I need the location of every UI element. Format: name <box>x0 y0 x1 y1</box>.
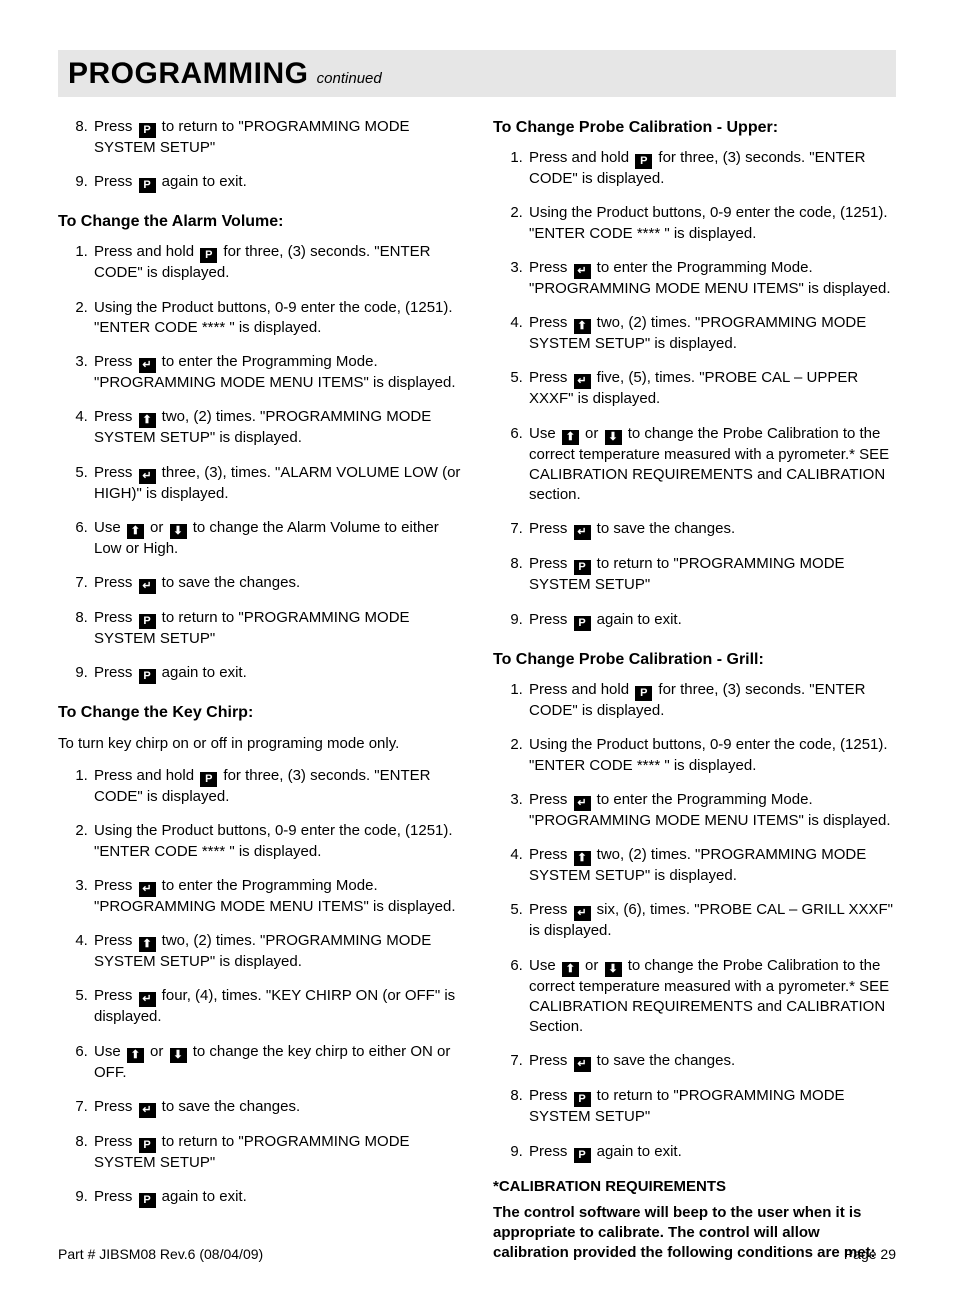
list-item: Using the Product buttons, 0-9 enter the… <box>527 203 896 244</box>
list-item: Press P to return to "PROGRAMMING MODE S… <box>92 117 461 158</box>
list-item: Press ⬆ two, (2) times. "PROGRAMMING MOD… <box>527 845 896 886</box>
P-icon: P <box>635 686 652 701</box>
enter-icon: ↵ <box>574 374 591 389</box>
enter-icon: ↵ <box>574 906 591 921</box>
list-item: Press ↵ four, (4), times. "KEY CHIRP ON … <box>92 986 461 1027</box>
footer-right: Page 29 <box>844 1245 896 1264</box>
list-item: Press P to return to "PROGRAMMING MODE S… <box>527 554 896 595</box>
up-icon: ⬆ <box>562 430 579 445</box>
P-icon: P <box>139 1193 156 1208</box>
heading-grill: To Change Probe Calibration - Grill: <box>493 649 896 671</box>
footer: Part # JIBSM08 Rev.6 (08/04/09) Page 29 <box>58 1245 896 1264</box>
heading-alarm: To Change the Alarm Volume: <box>58 211 461 233</box>
list-item: Press P again to exit. <box>527 1142 896 1163</box>
enter-icon: ↵ <box>574 796 591 811</box>
title-main: PROGRAMMING <box>68 57 309 90</box>
col-left: Press P to return to "PROGRAMMING MODE S… <box>58 117 461 1264</box>
P-icon: P <box>200 772 217 787</box>
page: PROGRAMMING continued Press P to return … <box>0 0 954 1304</box>
P-icon: P <box>574 1092 591 1107</box>
list-item: Use ⬆ or ⬇ to change the key chirp to ei… <box>92 1042 461 1083</box>
list-item: Press P again to exit. <box>527 610 896 631</box>
P-icon: P <box>139 1138 156 1153</box>
enter-icon: ↵ <box>139 469 156 484</box>
list-item: Press ↵ to save the changes. <box>92 1097 461 1118</box>
title-continued: continued <box>317 70 382 87</box>
list-item: Press P again to exit. <box>92 663 461 684</box>
down-icon: ⬇ <box>170 1048 187 1063</box>
up-icon: ⬆ <box>127 1048 144 1063</box>
list-item: Press P again to exit. <box>92 172 461 193</box>
enter-icon: ↵ <box>139 992 156 1007</box>
P-icon: P <box>139 178 156 193</box>
list-item: Press P to return to "PROGRAMMING MODE S… <box>92 608 461 649</box>
enter-icon: ↵ <box>139 1103 156 1118</box>
list-item: Use ⬆ or ⬇ to change the Alarm Volume to… <box>92 518 461 559</box>
col-right: To Change Probe Calibration - Upper: Pre… <box>493 117 896 1264</box>
list-item: Press ⬆ two, (2) times. "PROGRAMMING MOD… <box>92 931 461 972</box>
up-icon: ⬆ <box>127 524 144 539</box>
list-item: Press P to return to "PROGRAMMING MODE S… <box>92 1132 461 1173</box>
list-item: Press ↵ to enter the Programming Mode. "… <box>92 876 461 917</box>
down-icon: ⬇ <box>605 430 622 445</box>
list-item: Press ↵ to save the changes. <box>527 519 896 540</box>
list-item: Press and hold P for three, (3) seconds.… <box>527 148 896 189</box>
up-icon: ⬆ <box>562 962 579 977</box>
P-icon: P <box>139 614 156 629</box>
list-item: Press ↵ to save the changes. <box>527 1051 896 1072</box>
list-item: Press and hold P for three, (3) seconds.… <box>92 242 461 283</box>
up-icon: ⬆ <box>139 413 156 428</box>
list-item: Press ⬆ two, (2) times. "PROGRAMMING MOD… <box>527 313 896 354</box>
toplist: Press P to return to "PROGRAMMING MODE S… <box>58 117 461 193</box>
P-icon: P <box>574 1148 591 1163</box>
list-item: Press P again to exit. <box>92 1187 461 1208</box>
down-icon: ⬇ <box>605 962 622 977</box>
P-icon: P <box>139 123 156 138</box>
list-item: Press ↵ three, (3), times. "ALARM VOLUME… <box>92 463 461 504</box>
P-icon: P <box>574 616 591 631</box>
list-item: Press ↵ to save the changes. <box>92 573 461 594</box>
footer-left: Part # JIBSM08 Rev.6 (08/04/09) <box>58 1245 263 1264</box>
upper-list: Press and hold P for three, (3) seconds.… <box>493 148 896 631</box>
list-item: Use ⬆ or ⬇ to change the Probe Calibrati… <box>527 424 896 506</box>
enter-icon: ↵ <box>574 525 591 540</box>
enter-icon: ↵ <box>574 264 591 279</box>
enter-icon: ↵ <box>139 882 156 897</box>
list-item: Press ↵ to enter the Programming Mode. "… <box>527 258 896 299</box>
list-item: Using the Product buttons, 0-9 enter the… <box>527 735 896 776</box>
list-item: Press P to return to "PROGRAMMING MODE S… <box>527 1086 896 1127</box>
heading-chirp: To Change the Key Chirp: <box>58 702 461 724</box>
down-icon: ⬇ <box>170 524 187 539</box>
list-item: Press ↵ six, (6), times. "PROBE CAL – GR… <box>527 900 896 941</box>
columns: Press P to return to "PROGRAMMING MODE S… <box>58 117 896 1264</box>
P-icon: P <box>635 154 652 169</box>
list-item: Press ↵ five, (5), times. "PROBE CAL – U… <box>527 368 896 409</box>
grill-list: Press and hold P for three, (3) seconds.… <box>493 680 896 1163</box>
enter-icon: ↵ <box>139 358 156 373</box>
chirp-list: Press and hold P for three, (3) seconds.… <box>58 766 461 1208</box>
list-item: Use ⬆ or ⬇ to change the Probe Calibrati… <box>527 956 896 1038</box>
list-item: Press and hold P for three, (3) seconds.… <box>527 680 896 721</box>
P-icon: P <box>200 248 217 263</box>
enter-icon: ↵ <box>139 579 156 594</box>
list-item: Press and hold P for three, (3) seconds.… <box>92 766 461 807</box>
calib-note-title: *CALIBRATION REQUIREMENTS <box>493 1177 896 1197</box>
up-icon: ⬆ <box>574 851 591 866</box>
P-icon: P <box>139 669 156 684</box>
enter-icon: ↵ <box>574 1057 591 1072</box>
list-item: Press ↵ to enter the Programming Mode. "… <box>527 790 896 831</box>
list-item: Press ↵ to enter the Programming Mode. "… <box>92 352 461 393</box>
alarm-list: Press and hold P for three, (3) seconds.… <box>58 242 461 684</box>
P-icon: P <box>574 560 591 575</box>
list-item: Press ⬆ two, (2) times. "PROGRAMMING MOD… <box>92 407 461 448</box>
up-icon: ⬆ <box>139 937 156 952</box>
list-item: Using the Product buttons, 0-9 enter the… <box>92 821 461 862</box>
title-bar: PROGRAMMING continued <box>58 50 896 97</box>
list-item: Using the Product buttons, 0-9 enter the… <box>92 298 461 339</box>
up-icon: ⬆ <box>574 319 591 334</box>
heading-upper: To Change Probe Calibration - Upper: <box>493 117 896 139</box>
chirp-intro: To turn key chirp on or off in programin… <box>58 734 461 754</box>
